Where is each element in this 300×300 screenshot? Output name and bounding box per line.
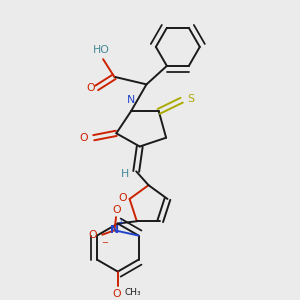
Text: O: O	[86, 83, 94, 93]
Text: N: N	[127, 95, 135, 106]
Text: +: +	[118, 218, 124, 227]
Text: S: S	[187, 94, 194, 104]
Text: CH₃: CH₃	[124, 288, 141, 297]
Text: O: O	[79, 133, 88, 143]
Text: HO: HO	[93, 45, 110, 55]
Text: O: O	[112, 205, 121, 215]
Text: O: O	[112, 289, 121, 299]
Text: N: N	[110, 225, 119, 235]
Text: −: −	[101, 238, 108, 247]
Text: O: O	[88, 230, 97, 240]
Text: H: H	[121, 169, 129, 179]
Text: O: O	[119, 194, 128, 203]
